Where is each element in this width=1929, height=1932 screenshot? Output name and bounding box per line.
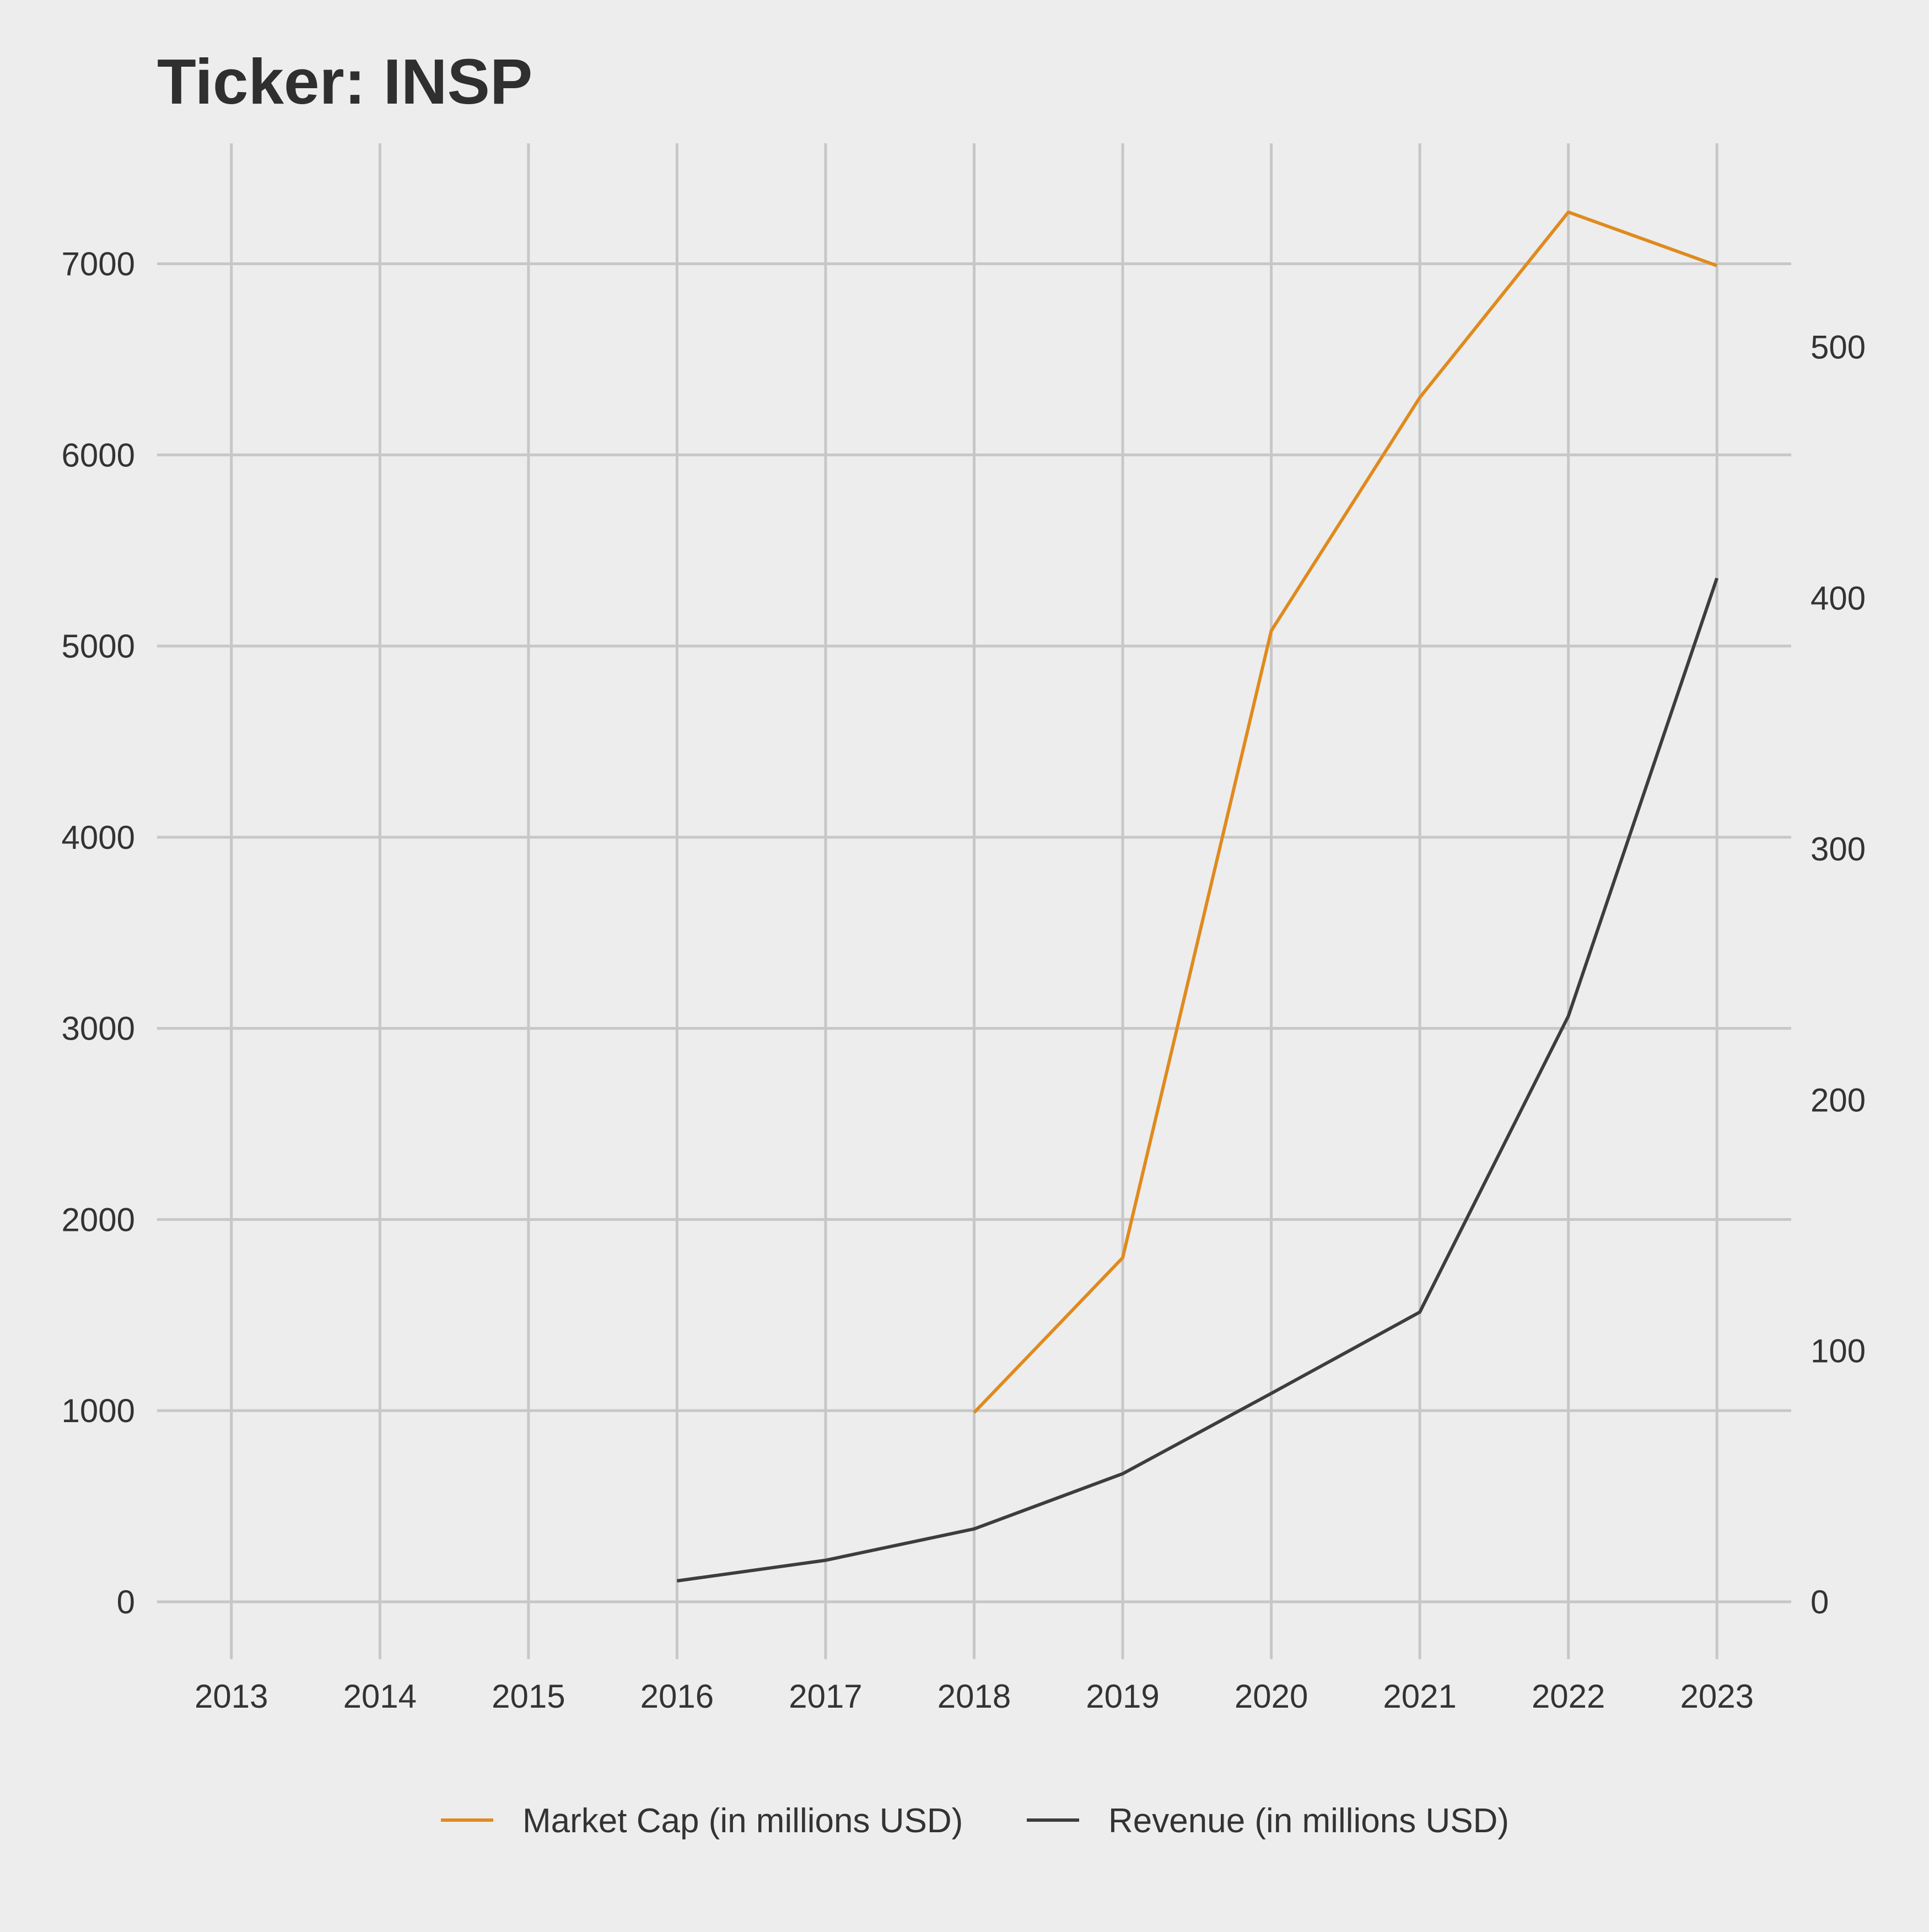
- y-right-tick-label: 100: [1811, 1333, 1866, 1370]
- series-line: [676, 577, 1719, 1583]
- legend: Market Cap (in millions USD) Revenue (in …: [441, 1802, 1509, 1840]
- y-right-tick-label: 400: [1811, 580, 1866, 617]
- y-left-tick-label: 6000: [62, 437, 135, 473]
- y-left-tick-label: 2000: [62, 1201, 135, 1238]
- x-tick-label: 2018: [937, 1678, 1011, 1715]
- x-tick-label: 2019: [1086, 1678, 1159, 1715]
- x-tick-label: 2016: [640, 1678, 714, 1715]
- series-line: [973, 210, 1718, 1414]
- y-right-tick-label: 500: [1811, 329, 1866, 366]
- y-right-tick-label: 200: [1811, 1081, 1866, 1118]
- legend-label: Market Cap (in millions USD): [522, 1802, 963, 1840]
- legend-label: Revenue (in millions USD): [1108, 1802, 1509, 1840]
- x-tick-label: 2020: [1235, 1678, 1308, 1715]
- y-left-tick-label: 4000: [62, 819, 135, 856]
- x-tick-label: 2015: [492, 1678, 565, 1715]
- x-tick-label: 2013: [195, 1678, 268, 1715]
- x-tick-label: 2023: [1680, 1678, 1753, 1715]
- y-left-tick-label: 5000: [62, 628, 135, 665]
- x-tick-label: 2014: [343, 1678, 417, 1715]
- chart-title: Ticker: INSP: [157, 46, 532, 117]
- y-left-tick-label: 7000: [62, 245, 135, 282]
- y-left-tick-label: 1000: [62, 1392, 135, 1429]
- y-right-tick-label: 300: [1811, 831, 1866, 868]
- x-tick-label: 2017: [789, 1678, 862, 1715]
- x-tick-label: 2021: [1383, 1678, 1456, 1715]
- series-layer: [676, 210, 1719, 1583]
- axis-labels-layer: 2013 2014 2015 2016 2017 2018 2019 2020 2021 2022…: [62, 245, 1866, 1715]
- y-right-tick-label: 0: [1811, 1584, 1829, 1621]
- y-left-tick-label: 3000: [62, 1010, 135, 1047]
- y-left-tick-label: 0: [117, 1584, 135, 1621]
- x-tick-label: 2022: [1532, 1678, 1605, 1715]
